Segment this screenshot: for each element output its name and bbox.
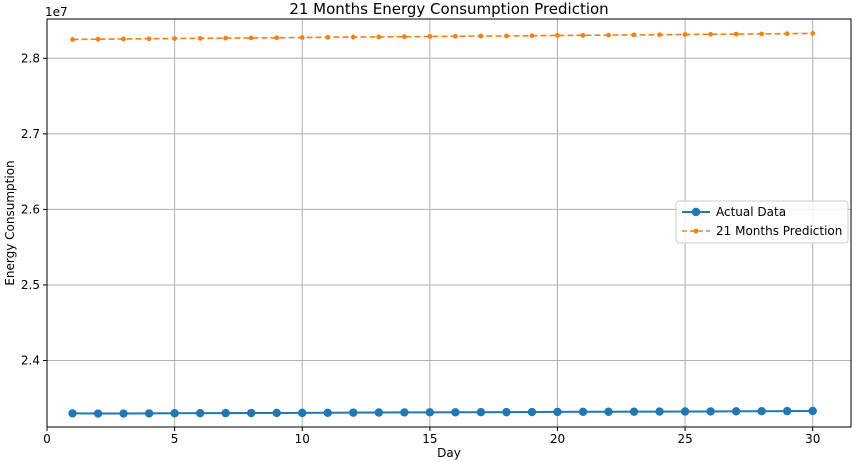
data-point <box>95 36 101 42</box>
data-point <box>682 32 688 37</box>
data-point <box>119 409 128 418</box>
legend-label: Actual Data <box>716 205 786 219</box>
data-point <box>759 31 765 37</box>
data-point <box>782 406 792 416</box>
data-point <box>655 407 664 416</box>
data-point <box>400 408 409 417</box>
data-point <box>478 33 484 39</box>
y-offset-label: 1e7 <box>45 5 68 19</box>
data-point <box>221 408 230 418</box>
data-point <box>401 34 407 40</box>
data-point <box>606 32 611 38</box>
legend-marker <box>691 207 701 217</box>
data-point <box>325 34 331 40</box>
data-point <box>349 408 358 417</box>
data-point <box>731 407 741 416</box>
data-point <box>272 408 281 418</box>
series-line-1 <box>72 409 813 415</box>
data-point <box>810 31 816 36</box>
data-point <box>757 407 766 416</box>
data-point <box>274 35 280 41</box>
data-point <box>555 33 560 38</box>
data-point <box>376 34 382 40</box>
data-point <box>502 407 511 417</box>
x-tick-label: 5 <box>171 432 179 446</box>
legend-box <box>675 200 849 244</box>
legend: Actual Data 21 Months Prediction <box>675 200 849 244</box>
data-point <box>425 408 435 417</box>
data-point <box>350 34 356 40</box>
data-point <box>784 31 790 37</box>
data-point <box>527 407 537 417</box>
data-point <box>629 407 639 416</box>
data-point <box>93 409 103 418</box>
y-tick-label: 2.6 <box>21 202 40 216</box>
data-point <box>706 407 715 416</box>
x-tick-label: 25 <box>677 432 692 446</box>
data-point <box>452 33 458 39</box>
y-tick-label: 2.7 <box>21 127 40 141</box>
chart-title: 21 Months Energy Consumption Prediction <box>289 0 608 18</box>
data-point <box>323 408 332 417</box>
data-point <box>121 36 126 42</box>
data-point <box>68 409 77 418</box>
data-point <box>70 37 75 42</box>
data-point <box>197 35 203 41</box>
x-tick-label: 20 <box>550 432 565 446</box>
data-point <box>733 31 739 37</box>
data-point <box>553 407 562 417</box>
x-axis-label: Day <box>437 446 461 460</box>
ticks: 0 5 10 15 20 25 30 2.4 2.5 2.6 2.7 2.8 <box>21 51 820 446</box>
data-point <box>299 35 305 40</box>
data-point <box>144 409 154 418</box>
x-tick-label: 0 <box>43 432 51 446</box>
series-line-2 <box>72 32 813 41</box>
x-tick-label: 30 <box>805 432 820 446</box>
data-point <box>708 31 714 37</box>
data-point <box>504 33 509 39</box>
legend-label: 21 Months Prediction <box>716 224 842 238</box>
data-point <box>246 408 256 418</box>
data-point <box>680 407 690 416</box>
plot-frame <box>46 18 852 428</box>
data-point <box>808 406 817 416</box>
data-point <box>451 408 460 417</box>
data-point <box>248 35 254 41</box>
data-point <box>580 32 586 38</box>
data-point <box>172 36 178 41</box>
y-axis-label: Energy Consumption <box>3 160 17 285</box>
y-tick-label: 2.4 <box>21 354 40 368</box>
data-point <box>631 32 637 38</box>
data-point <box>170 409 179 418</box>
data-point <box>298 408 307 418</box>
y-tick-label: 2.5 <box>21 278 40 292</box>
x-tick-label: 15 <box>422 432 437 446</box>
data-point <box>476 407 486 417</box>
legend-marker <box>693 228 699 234</box>
data-point <box>374 408 384 417</box>
data-point <box>195 408 205 418</box>
data-point <box>578 407 588 417</box>
series-layer <box>68 31 817 418</box>
data-point <box>146 36 152 42</box>
data-point <box>657 32 662 38</box>
data-point <box>529 33 535 39</box>
data-point <box>223 35 229 41</box>
y-tick-label: 2.8 <box>21 51 40 65</box>
x-tick-label: 10 <box>295 432 310 446</box>
data-point <box>427 34 433 39</box>
data-point <box>604 407 613 416</box>
